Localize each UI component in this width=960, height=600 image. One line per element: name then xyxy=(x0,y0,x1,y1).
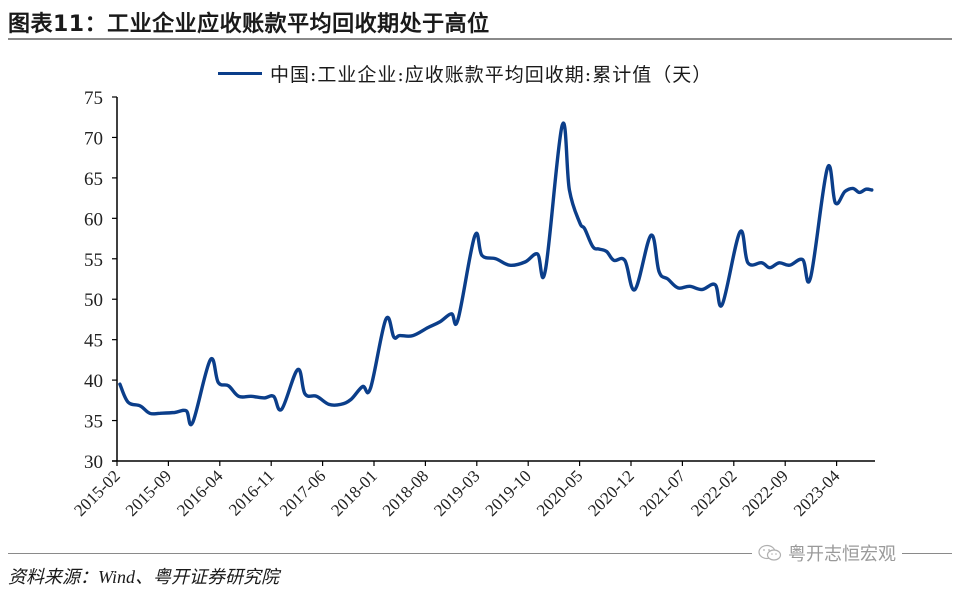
x-axis: 2015-022015-092016-042016-112017-062018-… xyxy=(70,460,875,520)
y-tick-label: 45 xyxy=(84,331,103,352)
wechat-icon xyxy=(758,544,782,561)
x-tick-label: 2015-09 xyxy=(122,466,176,520)
y-tick-label: 50 xyxy=(84,290,103,311)
y-tick-label: 70 xyxy=(84,128,103,149)
chart-legend: 中国:工业企业:应收账款平均回收期:累计值（天） xyxy=(218,60,712,87)
chart-title: 图表11：工业企业应收账款平均回收期处于高位 xyxy=(8,12,490,37)
x-tick-label: 2017-06 xyxy=(276,466,330,520)
x-tick-label: 2015-02 xyxy=(70,466,124,520)
footer-divider xyxy=(8,553,952,554)
series-line xyxy=(118,121,874,427)
x-tick-label: 2016-04 xyxy=(173,466,227,520)
y-tick-label: 75 xyxy=(84,88,103,109)
y-tick-label: 30 xyxy=(84,452,103,473)
x-tick-label: 2021-07 xyxy=(636,466,690,520)
y-tick-label: 65 xyxy=(84,169,103,190)
x-tick-label: 2022-02 xyxy=(687,466,741,520)
x-tick-label: 2019-03 xyxy=(430,466,484,520)
y-tick-label: 35 xyxy=(84,412,103,433)
legend-line-swatch xyxy=(218,72,262,75)
x-tick-label: 2018-01 xyxy=(327,466,381,520)
legend-label: 中国:工业企业:应收账款平均回收期:累计值（天） xyxy=(270,64,713,86)
y-tick-label: 55 xyxy=(84,250,103,271)
x-tick-label: 2020-05 xyxy=(533,466,587,520)
x-tick-label: 2023-04 xyxy=(790,466,844,520)
x-tick-label: 2016-11 xyxy=(225,466,278,519)
source-note: 资料来源：Wind、粤开证券研究院 xyxy=(8,567,280,587)
y-axis: 30 35 40 45 50 55 60 65 70 75 xyxy=(84,88,118,473)
watermark-text: 粤开志恒宏观 xyxy=(788,544,896,565)
watermark: 粤开志恒宏观 xyxy=(752,540,902,566)
x-tick-label: 2022-09 xyxy=(739,466,793,520)
x-tick-label: 2019-10 xyxy=(482,466,536,520)
x-tick-label: 2020-12 xyxy=(584,466,638,520)
y-tick-label: 40 xyxy=(84,371,103,392)
x-tick-label: 2018-08 xyxy=(379,466,433,520)
title-divider xyxy=(8,38,952,40)
y-tick-label: 60 xyxy=(84,209,103,230)
